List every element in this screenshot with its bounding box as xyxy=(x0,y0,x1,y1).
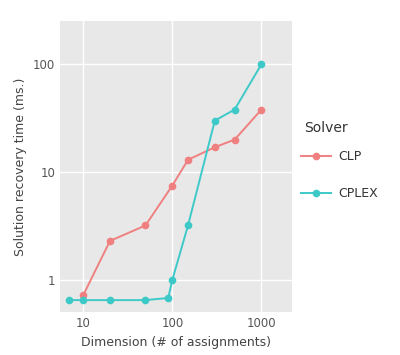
CPLEX xyxy=(108,298,112,302)
CLP xyxy=(259,108,264,112)
CLP xyxy=(186,158,190,162)
CPLEX xyxy=(166,296,171,300)
Text: CPLEX: CPLEX xyxy=(338,187,378,200)
CLP xyxy=(212,145,217,149)
CPLEX xyxy=(212,119,217,123)
CPLEX xyxy=(232,108,237,112)
CPLEX xyxy=(186,223,190,228)
Line: CPLEX: CPLEX xyxy=(66,61,264,303)
CPLEX xyxy=(143,298,148,302)
CLP xyxy=(108,239,112,243)
X-axis label: Dimension (# of assignments): Dimension (# of assignments) xyxy=(81,336,271,349)
CLP xyxy=(143,223,148,228)
CPLEX xyxy=(81,298,86,302)
CLP xyxy=(81,293,86,297)
Text: Solver: Solver xyxy=(304,121,348,135)
Text: CLP: CLP xyxy=(338,150,361,163)
CPLEX xyxy=(67,298,72,302)
CLP xyxy=(232,137,237,142)
CLP xyxy=(170,184,175,188)
Line: CLP: CLP xyxy=(80,106,264,299)
Y-axis label: Solution recovery time (ms.): Solution recovery time (ms.) xyxy=(14,78,27,256)
CPLEX xyxy=(259,62,264,66)
CPLEX xyxy=(170,278,175,282)
